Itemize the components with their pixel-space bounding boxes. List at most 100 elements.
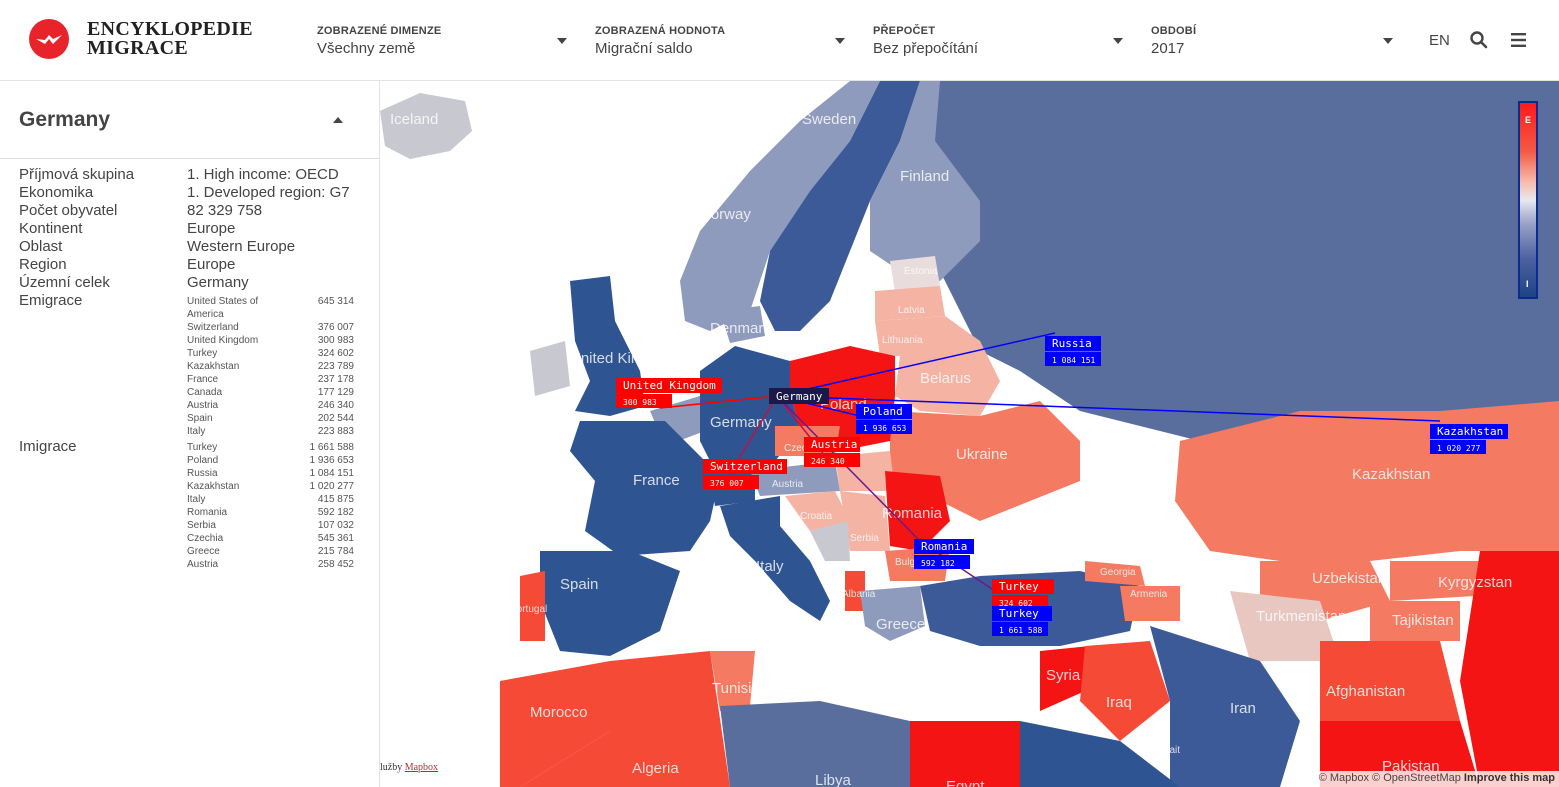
- country-greece[interactable]: [860, 586, 925, 641]
- caret-down-icon: [557, 38, 567, 44]
- country-russia[interactable]: [920, 81, 1559, 441]
- conversion-dropdown[interactable]: PŘEPOČET Bez přepočítání: [873, 25, 1123, 59]
- flowbox-name: Turkey: [999, 607, 1039, 620]
- flowbox-value-bg: [703, 475, 759, 489]
- logo-line-1: ENCYKLOPEDIE: [87, 18, 253, 40]
- info-row: Příjmová skupina 1. High income: OECD: [19, 166, 364, 184]
- menu-icon[interactable]: [1509, 30, 1529, 50]
- flow-list-item: Greece 215 784: [187, 545, 355, 558]
- flowbox-romania[interactable]: Romania 592 182: [914, 539, 974, 569]
- flow-country: United Kingdom: [187, 335, 259, 346]
- country-belarus[interactable]: [895, 316, 1000, 416]
- country-egypt[interactable]: [910, 721, 1020, 787]
- dimension-dropdown[interactable]: ZOBRAZENÉ DIMENZE Všechny země: [317, 25, 567, 59]
- top-header: ENCYKLOPEDIE MIGRACE ZOBRAZENÉ DIMENZE V…: [0, 0, 1559, 81]
- info-key: Region: [19, 256, 67, 273]
- flowbox-value-bg: [804, 453, 860, 467]
- search-icon[interactable]: [1469, 30, 1489, 50]
- flow-country: Turkey: [187, 348, 218, 359]
- country-afghanistan[interactable]: [1320, 641, 1460, 721]
- country-tunisia[interactable]: [710, 651, 755, 711]
- country-iran[interactable]: [1150, 626, 1300, 787]
- country-france[interactable]: [570, 421, 720, 556]
- country-bosnia[interactable]: [810, 521, 850, 561]
- collapse-caret-icon[interactable]: [333, 117, 343, 123]
- period-dropdown[interactable]: OBDOBÍ 2017: [1151, 25, 1393, 59]
- country-italy[interactable]: [720, 496, 830, 621]
- flow-value: 215 784: [317, 546, 354, 557]
- country-finland[interactable]: [870, 81, 980, 281]
- country-spain[interactable]: [540, 551, 680, 656]
- flowbox-poland[interactable]: Poland 1 936 653: [856, 404, 912, 434]
- country-syria[interactable]: [1040, 646, 1090, 711]
- mapbox-link[interactable]: Mapbox: [404, 762, 439, 773]
- country-latvia[interactable]: [875, 286, 945, 321]
- country-norway[interactable]: [680, 81, 880, 331]
- improve-map-link[interactable]: Improve this map: [1463, 772, 1555, 784]
- flow-country: Austria: [187, 400, 219, 411]
- flowbox-russia[interactable]: Russia 1 084 151: [1045, 336, 1101, 366]
- flowbox-united-kingdom[interactable]: United Kingdom 300 983: [616, 378, 722, 408]
- country-label-tunisia: Tunisia: [712, 680, 760, 697]
- country-denmark[interactable]: [720, 306, 765, 343]
- flow-country: Switzerland: [187, 322, 239, 333]
- flow-list-item: Russia 1 084 151: [187, 467, 355, 480]
- emigration-block: Emigrace United States of 645 314 America S…: [19, 292, 364, 438]
- flowbox-value: 1 661 588: [999, 626, 1043, 635]
- country-pakistan[interactable]: [1320, 721, 1480, 787]
- logo-wordmark[interactable]: ENCYKLOPEDIE MIGRACE: [87, 18, 253, 58]
- flow-list-item: Spain 202 544: [187, 412, 355, 425]
- map-canvas[interactable]: Iceland Sweden Finland Norway Estonia Latvia L…: [380, 81, 1559, 787]
- country-estonia[interactable]: [890, 256, 940, 291]
- caret-down-icon: [1113, 38, 1123, 44]
- info-value: Europe: [187, 256, 236, 273]
- country-china-west[interactable]: [1460, 551, 1559, 787]
- country-ireland[interactable]: [530, 341, 570, 396]
- flow-list-item: Turkey 324 602: [187, 347, 355, 360]
- country-label-finland: Finland: [900, 168, 949, 185]
- info-key: Počet obyvatel: [19, 202, 118, 219]
- country-morocco[interactable]: [500, 661, 610, 787]
- flow-list-item: Kazakhstan 223 789: [187, 360, 355, 373]
- country-portugal[interactable]: [520, 571, 545, 641]
- country-iceland[interactable]: [380, 93, 472, 159]
- country-tajikistan[interactable]: [1370, 601, 1460, 641]
- country-georgia[interactable]: [1085, 561, 1145, 586]
- info-value: Germany: [187, 274, 249, 291]
- value-dropdown[interactable]: ZOBRAZENÁ HODNOTA Migrační saldo: [595, 25, 845, 59]
- country-turkmenistan[interactable]: [1230, 591, 1340, 661]
- country-iraq[interactable]: [1080, 641, 1170, 741]
- flowbox-austria[interactable]: Austria 246 340: [804, 437, 860, 467]
- choropleth-map[interactable]: Iceland Sweden Finland Norway Estonia Latvia L…: [380, 81, 1559, 787]
- country-libya[interactable]: [720, 701, 910, 787]
- country-label-libya: Libya: [815, 772, 852, 787]
- country-romania[interactable]: [885, 471, 950, 551]
- country-serbia[interactable]: [840, 491, 890, 551]
- country-albania[interactable]: [845, 571, 865, 611]
- country-sweden[interactable]: [760, 81, 920, 331]
- dropdown-label: OBDOBÍ: [1151, 25, 1197, 37]
- flowbox-name: Romania: [921, 540, 967, 553]
- flowbox-kazakhstan[interactable]: Kazakhstan 1 020 277: [1430, 424, 1508, 454]
- flowbox-value: 1 084 151: [1052, 356, 1096, 365]
- attribution-text[interactable]: © Mapbox © OpenStreetMap: [1318, 772, 1461, 784]
- country-label-kuwait: Kuwait: [1150, 745, 1180, 756]
- flow-country: Russia: [187, 468, 218, 479]
- country-armenia-azerbaijan[interactable]: [1120, 586, 1180, 621]
- logo-icon[interactable]: [28, 18, 70, 60]
- flowbox-turkey-immigration[interactable]: Turkey 1 661 588: [992, 606, 1052, 636]
- country-algeria[interactable]: [520, 651, 730, 787]
- flowbox-switzerland[interactable]: Switzerland 376 007: [703, 459, 787, 489]
- country-detail-panel: Germany Příjmová skupina 1. High income: …: [0, 81, 380, 787]
- country-saudi[interactable]: [1020, 721, 1180, 787]
- attribution-left-text: lužby: [380, 762, 403, 773]
- country-label-portugal: Portugal: [510, 604, 547, 615]
- country-kyrgyzstan[interactable]: [1390, 561, 1480, 601]
- flow-value: 107 032: [317, 520, 354, 531]
- country-croatia[interactable]: [785, 491, 850, 531]
- attribution-left: lužby Mapbox: [380, 762, 438, 773]
- flowbox-origin-germany[interactable]: Germany: [769, 388, 829, 404]
- flowbox-value: 1 020 277: [1437, 444, 1481, 453]
- language-switch[interactable]: EN: [1429, 32, 1450, 49]
- flowbox-turkey-emigration[interactable]: Turkey 324 602: [992, 579, 1054, 609]
